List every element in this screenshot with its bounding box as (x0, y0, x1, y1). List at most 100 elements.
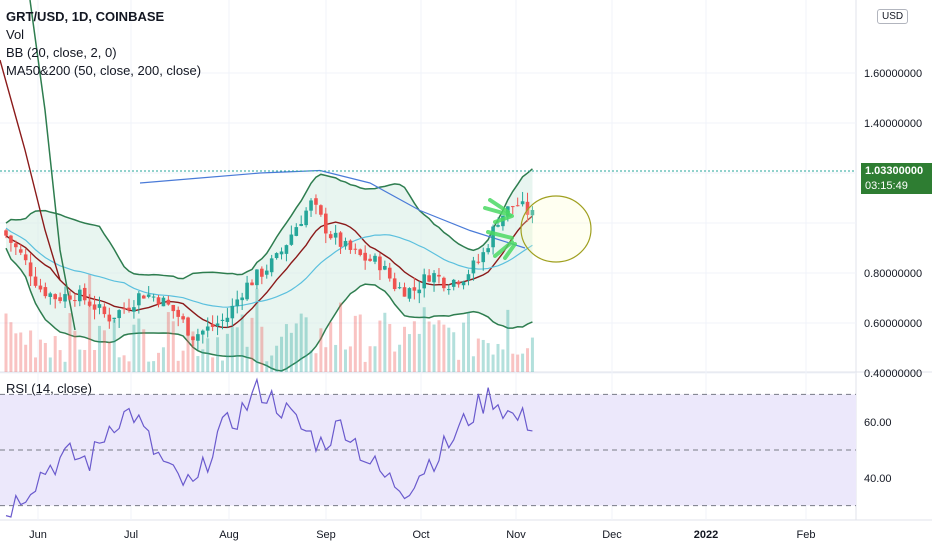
current-price-label: 1.03300000 (861, 163, 932, 179)
annotation-arrow (503, 242, 517, 260)
volume-bar (211, 357, 215, 372)
candle-body (373, 255, 377, 262)
candle-body (166, 299, 171, 305)
legend-bb[interactable]: BB (20, close, 2, 0) (6, 45, 117, 60)
volume-bar (38, 339, 42, 372)
candle-body (250, 282, 254, 286)
volume-bar (196, 356, 200, 372)
legend-rsi[interactable]: RSI (14, close) (6, 381, 92, 396)
price-tick-label: 0.60000000 (864, 318, 922, 330)
volume-bar (521, 353, 525, 372)
candle-body (294, 227, 299, 236)
candle-body (363, 252, 367, 261)
volume-bar (225, 333, 229, 372)
volume-bar (122, 355, 126, 372)
volume-bar (466, 312, 470, 372)
volume-bar (393, 351, 397, 372)
candle-body (279, 251, 284, 255)
volume-bar (230, 326, 234, 372)
candle-body (112, 317, 117, 320)
volume-bar (516, 354, 520, 372)
candle-body (324, 213, 328, 234)
volume-bar (53, 336, 57, 372)
time-tick-label: Dec (602, 529, 622, 541)
candle-body (87, 301, 92, 306)
volume-bar (314, 353, 318, 372)
price-tick-label: 0.80000000 (864, 268, 922, 280)
symbol-title[interactable]: GRT/USD, 1D, COINBASE (6, 9, 165, 24)
candle-body (481, 252, 486, 263)
volume-bar (329, 322, 333, 372)
candle-body (407, 288, 412, 299)
volume-bar (501, 349, 505, 372)
currency-button[interactable]: USD (877, 9, 909, 24)
candle-body (304, 210, 308, 226)
volume-bar (166, 312, 170, 372)
volume-bar (19, 332, 23, 372)
candle-body (18, 249, 23, 253)
volume-bar (486, 343, 490, 372)
candle-body (210, 324, 215, 327)
candle-body (146, 294, 151, 297)
rsi-legend: RSI (14, close) (6, 380, 92, 398)
volume-bar (334, 344, 338, 372)
volume-bar (339, 302, 343, 372)
volume-bar (78, 349, 82, 372)
annotation-arrow (493, 240, 514, 258)
volume-bar (324, 347, 328, 372)
volume-bar (363, 361, 367, 372)
time-tick-label: Aug (219, 529, 239, 541)
volume-bar (270, 355, 274, 372)
volume-bar (471, 356, 475, 372)
volume-bar (447, 327, 451, 372)
candle-body (58, 297, 62, 301)
volume-bar (137, 318, 141, 372)
candle-body (402, 287, 407, 297)
candle-body (161, 297, 166, 307)
volume-bar (107, 342, 111, 372)
candle-body (451, 279, 456, 287)
candle-body (437, 274, 441, 277)
candle-body (14, 243, 18, 248)
volume-bar (132, 324, 136, 372)
volume-bar (186, 333, 190, 372)
candle-body (442, 277, 446, 289)
candle-body (176, 309, 180, 317)
volume-bar (353, 315, 357, 372)
volume-bar (235, 327, 239, 372)
candle-body (476, 261, 481, 263)
bb-fill (6, 168, 533, 371)
candle-body (520, 201, 525, 205)
candle-body (422, 274, 426, 289)
volume-bar (181, 350, 185, 372)
candle-body (156, 297, 161, 305)
volume-bar (452, 332, 456, 372)
candle-body (353, 248, 358, 250)
candle-body (4, 230, 8, 236)
candle-body (314, 198, 318, 205)
candle-body (132, 307, 136, 312)
candle-body (240, 297, 244, 301)
candle-body (530, 209, 535, 216)
candle-body (141, 295, 146, 299)
candle-body (151, 296, 156, 298)
candle-body (38, 285, 43, 290)
candle-body (387, 267, 392, 279)
candle-body (9, 235, 13, 243)
candle-body (397, 287, 402, 289)
candle-body (456, 281, 461, 285)
annotation-arrow (486, 230, 514, 240)
volume-bar (201, 349, 205, 372)
candle-body (269, 258, 274, 273)
volume-bar (511, 353, 515, 372)
volume-bar (58, 350, 62, 372)
bb-lower-band (5, 247, 533, 372)
candle-body (471, 260, 476, 274)
legend-ma[interactable]: MA50&200 (50, close, 200, close) (6, 63, 202, 78)
candle-body (466, 274, 471, 281)
candle-body (412, 287, 417, 291)
candle-body (201, 330, 205, 335)
legend-vol[interactable]: Vol (6, 27, 25, 42)
